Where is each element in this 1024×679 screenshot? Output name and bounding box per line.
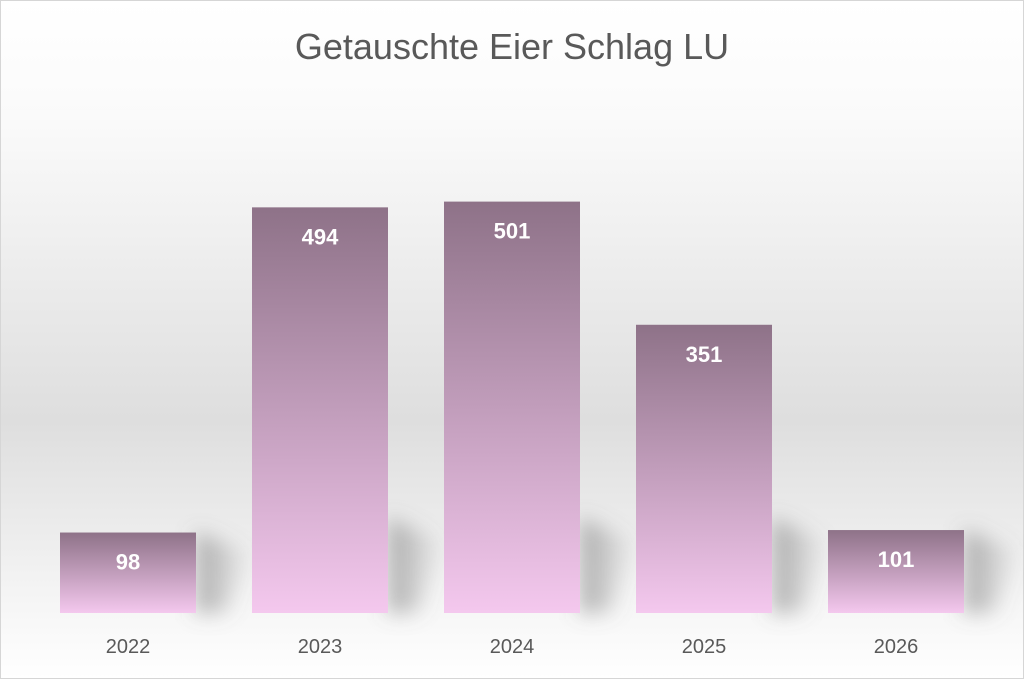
bar-shadow xyxy=(388,518,443,613)
bar-shadow xyxy=(580,518,635,613)
x-tick-label-2024: 2024 xyxy=(490,636,535,658)
bar-2023 xyxy=(252,207,388,613)
data-label-2025: 351 xyxy=(686,342,723,367)
data-label-2022: 98 xyxy=(116,550,140,575)
x-tick-label-2022: 2022 xyxy=(106,636,151,658)
bar-2022 xyxy=(60,532,196,613)
x-tick-label-2025: 2025 xyxy=(682,636,727,658)
data-label-2023: 494 xyxy=(302,224,339,249)
bar-2025 xyxy=(636,324,772,613)
bar-2024 xyxy=(444,201,580,613)
chart-title: Getauschte Eier Schlag LU xyxy=(294,26,730,67)
x-tick-label-2026: 2026 xyxy=(874,636,919,658)
data-label-2024: 501 xyxy=(494,219,531,244)
bar-shadow xyxy=(772,518,827,613)
bar-2026 xyxy=(828,530,964,613)
x-tick-label-2023: 2023 xyxy=(298,636,343,658)
bar-shadow xyxy=(196,532,251,613)
data-label-2026: 101 xyxy=(878,547,915,572)
bar-shadow xyxy=(964,530,1019,613)
